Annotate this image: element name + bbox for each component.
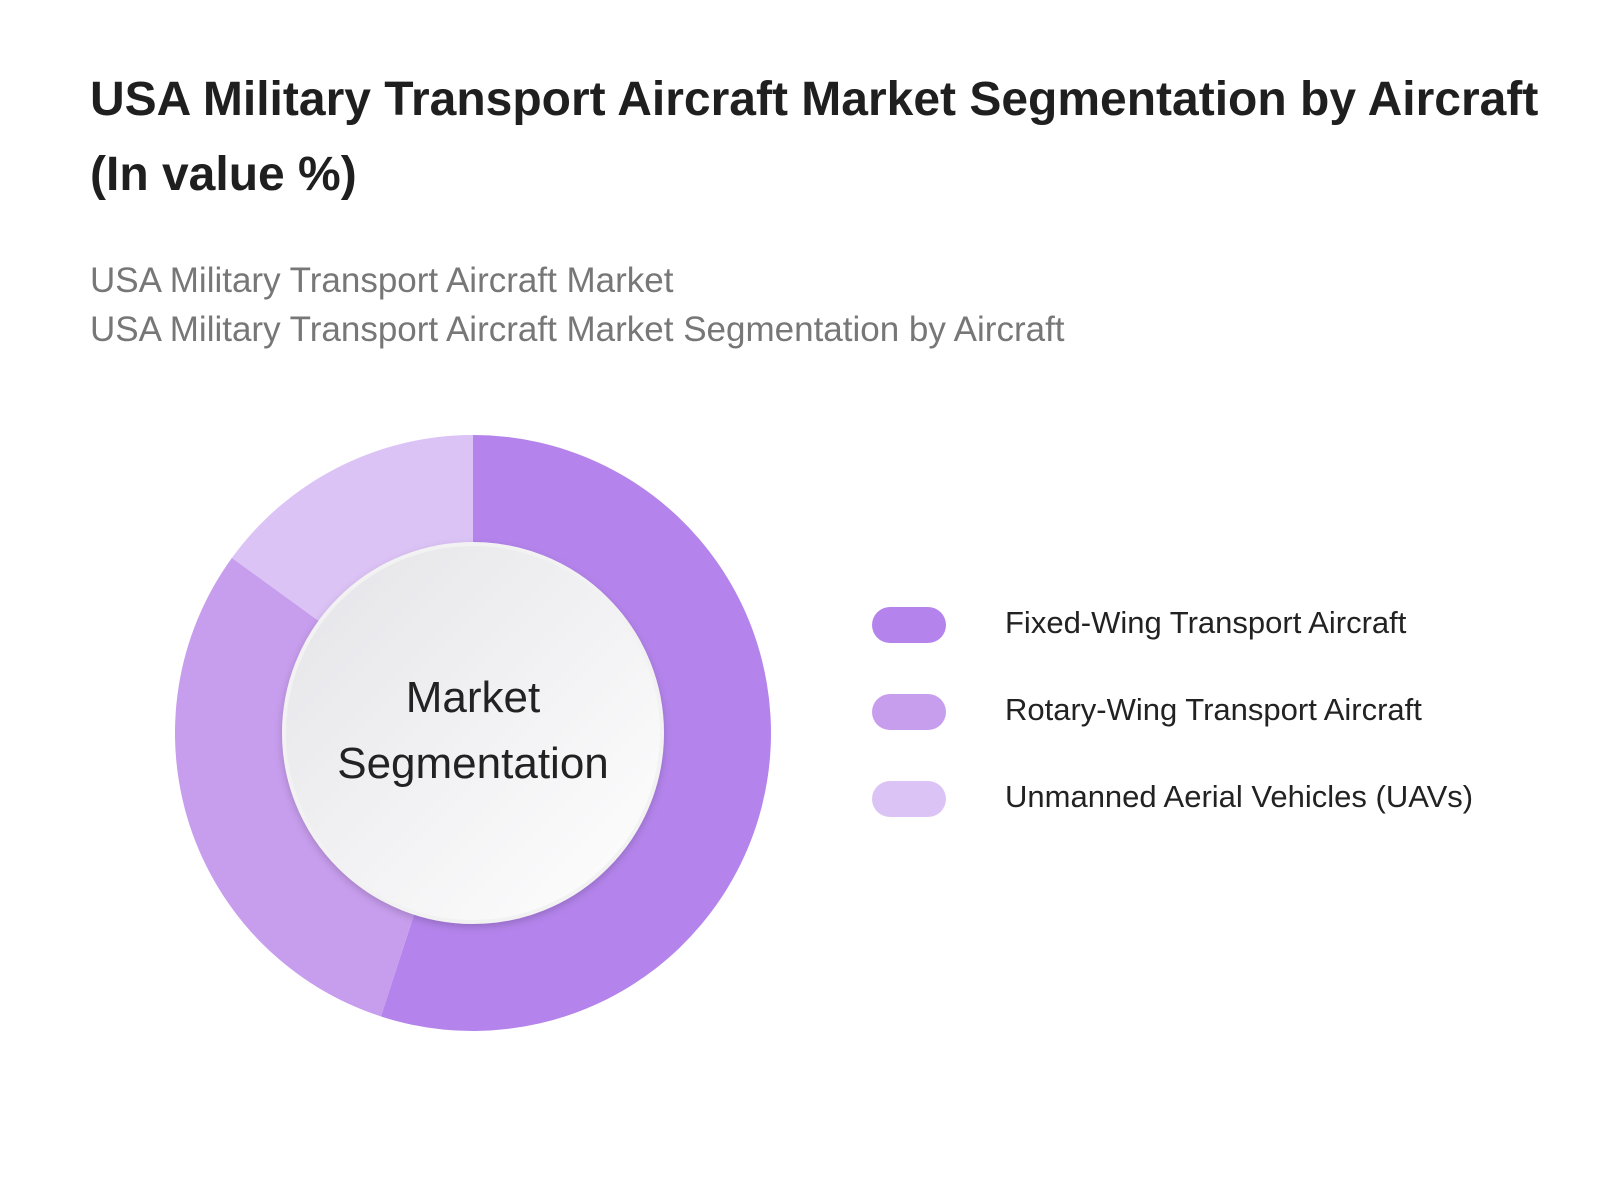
legend: Fixed-Wing Transport Aircraft Rotary-Wing… bbox=[872, 605, 1473, 817]
legend-swatch bbox=[872, 694, 946, 730]
donut-hole bbox=[282, 542, 664, 924]
legend-label: Fixed-Wing Transport Aircraft bbox=[1005, 605, 1407, 640]
donut-slice bbox=[380, 435, 771, 1031]
legend-swatch bbox=[872, 781, 946, 817]
center-label: Market Segmentation bbox=[337, 673, 609, 788]
subtitle: USA Military Transport Aircraft Market S… bbox=[90, 310, 1065, 349]
chart-title: USA Military Transport Aircraft Market S… bbox=[90, 73, 1539, 201]
legend-label: Unmanned Aerial Vehicles (UAVs) bbox=[1005, 779, 1473, 814]
subtitle: USA Military Transport Aircraft Market bbox=[90, 261, 674, 300]
legend-swatch bbox=[872, 607, 946, 643]
legend-label: Rotary-Wing Transport Aircraft bbox=[1005, 692, 1422, 727]
